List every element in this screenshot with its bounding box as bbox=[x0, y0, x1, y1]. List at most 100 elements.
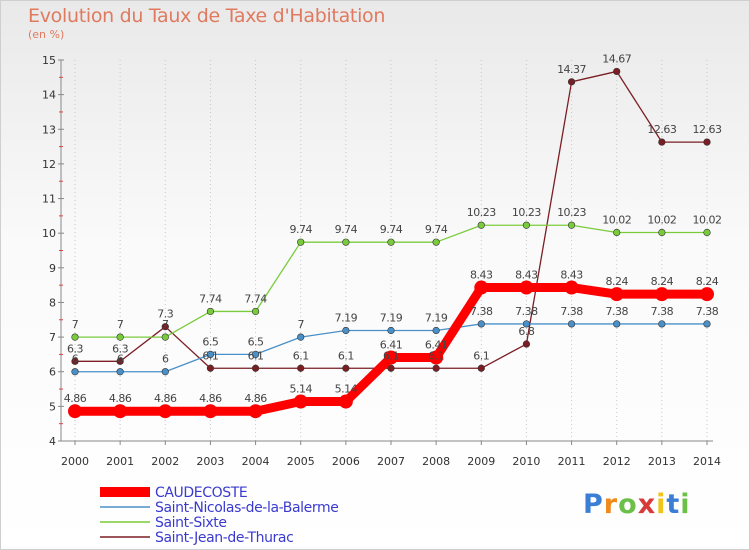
data-labels: 6.3 6.3 7.3 6.1 6.1 6.1 6.1 6.1 6.1 6.1 6.8 14.37 14… bbox=[64, 52, 723, 405]
data-point bbox=[161, 368, 169, 376]
data-point bbox=[387, 364, 395, 372]
proxiti-logo: Proxiti bbox=[583, 489, 691, 520]
data-point bbox=[71, 368, 79, 376]
data-label: 7.74 bbox=[244, 292, 267, 305]
grid bbox=[74, 60, 708, 441]
legend-label: CAUDECOSTE bbox=[155, 485, 247, 501]
y-tick-label: 13 bbox=[42, 123, 56, 136]
data-label: 8.24 bbox=[696, 275, 719, 288]
x-tick-label: 2001 bbox=[106, 455, 134, 468]
data-label: 8.43 bbox=[515, 269, 538, 282]
x-tick-label: 2012 bbox=[603, 455, 631, 468]
x-tick-label: 2003 bbox=[196, 455, 224, 468]
data-point bbox=[477, 364, 485, 372]
data-point bbox=[658, 138, 666, 146]
logo-letter: i bbox=[680, 489, 691, 520]
logo-letter: P bbox=[583, 489, 604, 520]
data-point bbox=[703, 320, 711, 328]
data-label: 4.86 bbox=[109, 392, 132, 405]
y-tick-label: 5 bbox=[49, 400, 56, 413]
logo-letter: o bbox=[618, 489, 638, 520]
data-point bbox=[203, 404, 218, 419]
data-point bbox=[293, 394, 308, 409]
data-point bbox=[564, 280, 579, 295]
data-label: 6.41 bbox=[380, 339, 403, 352]
logo-letter: i bbox=[656, 489, 667, 520]
x-tick-label: 2006 bbox=[332, 455, 360, 468]
x-tick-label: 2014 bbox=[693, 455, 721, 468]
legend-label: Saint-Jean-de-Thurac bbox=[155, 530, 293, 546]
data-point bbox=[251, 364, 260, 372]
x-tick-label: 2013 bbox=[648, 455, 676, 468]
data-label: 8.43 bbox=[560, 269, 583, 282]
x-tick-label: 2008 bbox=[422, 455, 450, 468]
data-point bbox=[432, 238, 440, 246]
data-label: 7 bbox=[162, 318, 169, 331]
data-point bbox=[477, 320, 485, 328]
data-point bbox=[342, 238, 350, 246]
legend: CAUDECOSTESaint-Nicolas-de-la-BalermeSai… bbox=[100, 485, 339, 546]
y-tick-label: 6 bbox=[49, 366, 56, 379]
data-point bbox=[342, 364, 350, 372]
data-label: 7.38 bbox=[651, 305, 674, 318]
data-label: 7.38 bbox=[605, 305, 628, 318]
y-tick-label: 15 bbox=[42, 54, 56, 67]
data-point bbox=[567, 221, 576, 229]
data-point bbox=[297, 364, 305, 372]
data-point bbox=[113, 404, 128, 419]
data-point bbox=[522, 340, 531, 348]
data-label: 6.41 bbox=[425, 339, 448, 352]
y-tick-label: 11 bbox=[42, 193, 56, 206]
data-label: 4.86 bbox=[154, 392, 177, 405]
data-point bbox=[251, 350, 260, 359]
data-point bbox=[658, 228, 666, 237]
y-tick-label: 8 bbox=[49, 296, 56, 309]
data-label: 12.63 bbox=[693, 123, 722, 136]
legend-label: Saint-Nicolas-de-la-Balerme bbox=[155, 500, 338, 516]
data-label: 8.43 bbox=[470, 269, 493, 282]
data-point bbox=[522, 320, 531, 328]
data-label: 7 bbox=[117, 318, 124, 331]
data-label: 8.24 bbox=[651, 275, 674, 288]
data-label: 7 bbox=[297, 318, 304, 331]
legend-label: Saint-Sixte bbox=[155, 515, 227, 531]
data-label: 6.5 bbox=[248, 335, 264, 348]
data-point bbox=[297, 238, 305, 246]
data-label: 6 bbox=[162, 353, 169, 366]
data-point bbox=[432, 364, 440, 372]
y-tick-label: 4 bbox=[49, 435, 56, 448]
data-label: 7.19 bbox=[380, 312, 403, 325]
data-label: 5.14 bbox=[335, 383, 358, 396]
data-label: 7.74 bbox=[199, 292, 222, 305]
data-label: 4.86 bbox=[64, 392, 87, 405]
data-label: 6.1 bbox=[473, 349, 489, 362]
data-label: 7.3 bbox=[157, 308, 173, 321]
data-point bbox=[703, 228, 711, 237]
y-tick-label: 9 bbox=[49, 262, 56, 275]
data-point bbox=[248, 404, 263, 419]
data-label: 10.02 bbox=[693, 213, 722, 226]
data-label: 6.1 bbox=[293, 349, 309, 362]
data-label: 7 bbox=[72, 318, 79, 331]
data-point bbox=[71, 357, 79, 365]
x-tick-label: 2009 bbox=[467, 455, 495, 468]
x-tick-label: 2007 bbox=[377, 455, 405, 468]
data-label: 6.3 bbox=[67, 342, 83, 355]
data-label: 6.5 bbox=[202, 335, 218, 348]
chart-title: Evolution du Taux de Taxe d'Habitation bbox=[28, 5, 386, 27]
data-label: 6.1 bbox=[202, 349, 218, 362]
data-point bbox=[342, 326, 350, 335]
chart-subtitle: (en %) bbox=[28, 28, 65, 41]
data-label: 4.86 bbox=[244, 392, 267, 405]
data-point bbox=[116, 333, 124, 341]
data-point bbox=[297, 333, 305, 341]
x-tick-label: 2004 bbox=[242, 455, 270, 468]
data-label: 9.74 bbox=[289, 223, 312, 236]
data-label: 9.74 bbox=[380, 223, 403, 236]
data-point bbox=[703, 138, 711, 146]
data-label: 12.63 bbox=[647, 123, 676, 136]
data-label: 7.38 bbox=[470, 305, 493, 318]
data-point bbox=[613, 320, 621, 328]
data-label: 14.37 bbox=[557, 63, 586, 76]
